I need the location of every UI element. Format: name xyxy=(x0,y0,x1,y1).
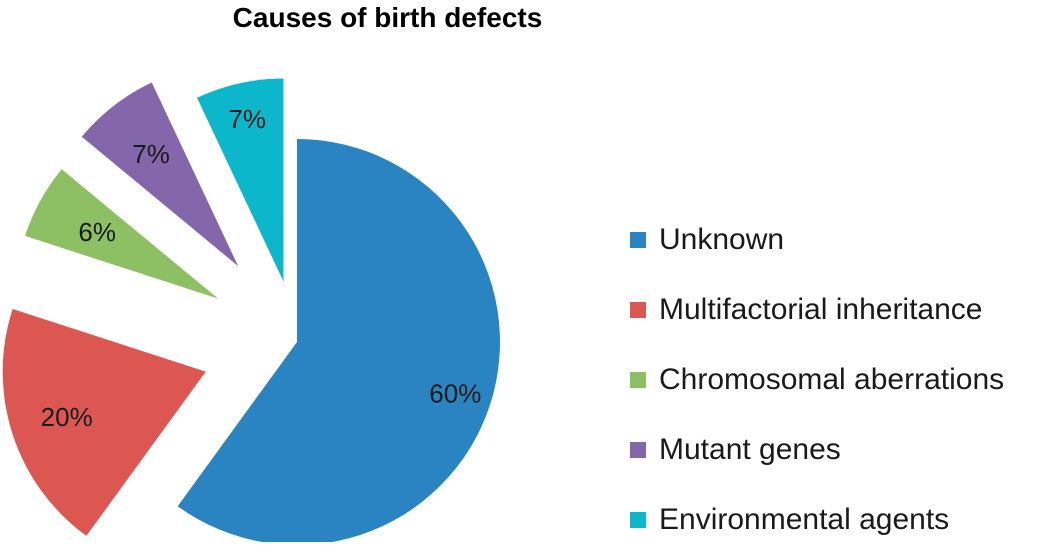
legend-item-unknown: Unknown xyxy=(630,205,1040,275)
legend-label: Chromosomal aberrations xyxy=(659,363,1005,396)
pie-slice-multifactorial-inheritance xyxy=(2,308,206,536)
legend-label: Environmental agents xyxy=(659,503,950,536)
pie-slice-mutant-genes xyxy=(81,82,239,267)
pie-slice-environmental-agents xyxy=(197,78,284,282)
slice-label-environmental-agents: 7% xyxy=(228,104,266,134)
legend-label: Mutant genes xyxy=(659,433,841,466)
legend-swatch xyxy=(630,232,646,248)
slice-label-chromosomal-aberrations: 6% xyxy=(78,217,116,247)
pie-slice-chromosomal-aberrations xyxy=(25,169,219,299)
legend-swatch xyxy=(630,302,646,318)
legend: Unknown Multifactorial inheritance Chrom… xyxy=(630,205,1040,555)
legend-item-multifactorial-inheritance: Multifactorial inheritance xyxy=(630,275,1040,345)
legend-item-environmental-agents: Environmental agents xyxy=(630,485,1040,555)
slice-label-unknown: 60% xyxy=(429,378,481,408)
legend-item-chromosomal-aberrations: Chromosomal aberrations xyxy=(630,345,1040,415)
chart-title: Causes of birth defects xyxy=(232,2,543,33)
legend-swatch xyxy=(630,442,646,458)
legend-item-mutant-genes: Mutant genes xyxy=(630,415,1040,485)
pie-chart: 60% 20% 6% 7% 7% xyxy=(2,78,500,542)
pie-slice-unknown xyxy=(177,139,500,542)
legend-label: Unknown xyxy=(659,223,785,256)
legend-swatch xyxy=(630,372,646,388)
legend-swatch xyxy=(630,512,646,528)
slice-label-mutant-genes: 7% xyxy=(132,139,170,169)
slice-label-multifactorial-inheritance: 20% xyxy=(41,402,93,432)
legend-label: Multifactorial inheritance xyxy=(659,293,983,326)
